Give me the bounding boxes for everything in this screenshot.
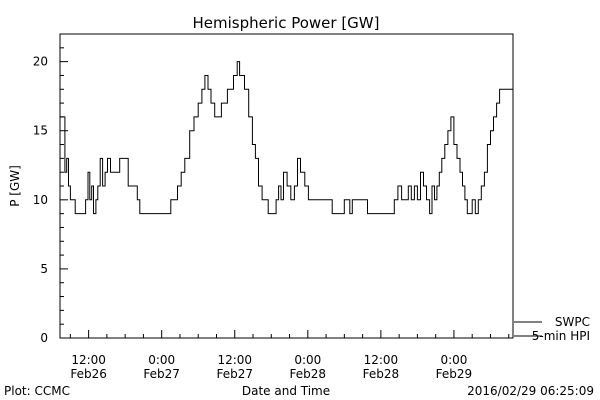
footer-timestamp: 2016/02/29 06:25:09 <box>467 384 594 398</box>
y-tick-label: 10 <box>33 193 48 207</box>
x-tick-label-time: 12:00 <box>71 353 106 367</box>
x-tick-label-date: Feb27 <box>143 367 180 381</box>
y-tick-label: 20 <box>33 55 48 69</box>
y-tick-label: 0 <box>40 331 48 345</box>
chart-title: Hemispheric Power [GW] <box>193 14 380 32</box>
x-tick-label-date: Feb28 <box>363 367 400 381</box>
y-tick-label: 15 <box>33 124 48 138</box>
y-axis-label: P [GW] <box>8 165 22 207</box>
x-tick-label-date: Feb26 <box>70 367 107 381</box>
y-tick-label: 5 <box>40 262 48 276</box>
x-tick-label-time: 0:00 <box>148 353 175 367</box>
legend-label-swpc: SWPC <box>555 315 590 329</box>
x-tick-label-time: 0:00 <box>440 353 467 367</box>
x-tick-label-date: Feb29 <box>436 367 473 381</box>
x-tick-label-time: 12:00 <box>364 353 399 367</box>
x-tick-label-date: Feb28 <box>290 367 327 381</box>
x-axis-label: Date and Time <box>242 384 330 398</box>
x-tick-label-date: Feb27 <box>216 367 253 381</box>
footer-plot-source: Plot: CCMC <box>4 384 70 398</box>
x-tick-label-time: 0:00 <box>294 353 321 367</box>
y-axis-ticks: 0 5 10 15 20 <box>33 33 68 345</box>
series-line-5-min-hpi <box>60 61 514 215</box>
legend-label-5-min-hpi: 5-min HPI <box>532 329 590 343</box>
x-tick-label-time: 12:00 <box>217 353 252 367</box>
x-axis-ticks: 12:00Feb260:00Feb2712:00Feb270:00Feb2812… <box>69 330 510 381</box>
legend: SWPC 5-min HPI <box>514 315 590 343</box>
